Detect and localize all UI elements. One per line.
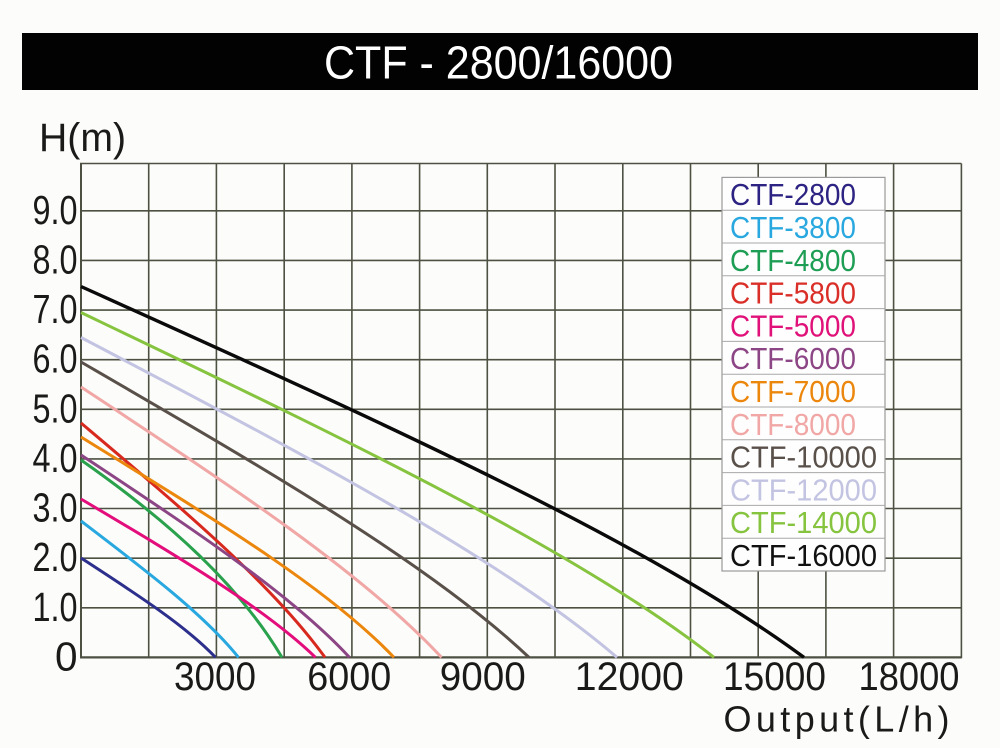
svg-text:Output(L/h): Output(L/h) <box>724 699 950 740</box>
svg-text:CTF-2800: CTF-2800 <box>730 177 856 212</box>
svg-text:8.0: 8.0 <box>33 236 78 282</box>
svg-text:CTF-12000: CTF-12000 <box>730 472 877 507</box>
svg-text:9.0: 9.0 <box>33 187 78 233</box>
svg-text:18000: 18000 <box>859 655 960 699</box>
svg-text:3.0: 3.0 <box>33 485 78 531</box>
svg-text:CTF-6000: CTF-6000 <box>730 341 856 376</box>
svg-text:6.0: 6.0 <box>33 336 78 382</box>
svg-text:9000: 9000 <box>440 655 526 699</box>
svg-text:CTF-8000: CTF-8000 <box>730 407 856 442</box>
svg-text:CTF-16000: CTF-16000 <box>730 538 877 573</box>
svg-text:2.0: 2.0 <box>33 534 78 580</box>
svg-text:CTF - 2800/16000: CTF - 2800/16000 <box>324 37 673 89</box>
svg-text:CTF-3800: CTF-3800 <box>730 210 856 245</box>
svg-text:CTF-14000: CTF-14000 <box>730 505 877 540</box>
svg-text:12000: 12000 <box>575 655 684 699</box>
svg-text:5.0: 5.0 <box>33 385 78 431</box>
svg-text:CTF-10000: CTF-10000 <box>730 440 877 475</box>
svg-text:H(m): H(m) <box>39 116 126 160</box>
svg-text:15000: 15000 <box>723 655 826 699</box>
svg-text:7.0: 7.0 <box>33 286 78 332</box>
svg-text:CTF-5800: CTF-5800 <box>730 276 856 311</box>
svg-text:CTF-4800: CTF-4800 <box>730 243 856 278</box>
svg-text:3000: 3000 <box>174 655 256 699</box>
svg-text:0: 0 <box>55 633 78 679</box>
svg-text:6000: 6000 <box>307 655 391 699</box>
svg-text:CTF-5000: CTF-5000 <box>730 308 856 343</box>
svg-text:1.0: 1.0 <box>33 584 78 630</box>
svg-text:4.0: 4.0 <box>33 435 78 481</box>
svg-text:CTF-7000: CTF-7000 <box>730 374 856 409</box>
